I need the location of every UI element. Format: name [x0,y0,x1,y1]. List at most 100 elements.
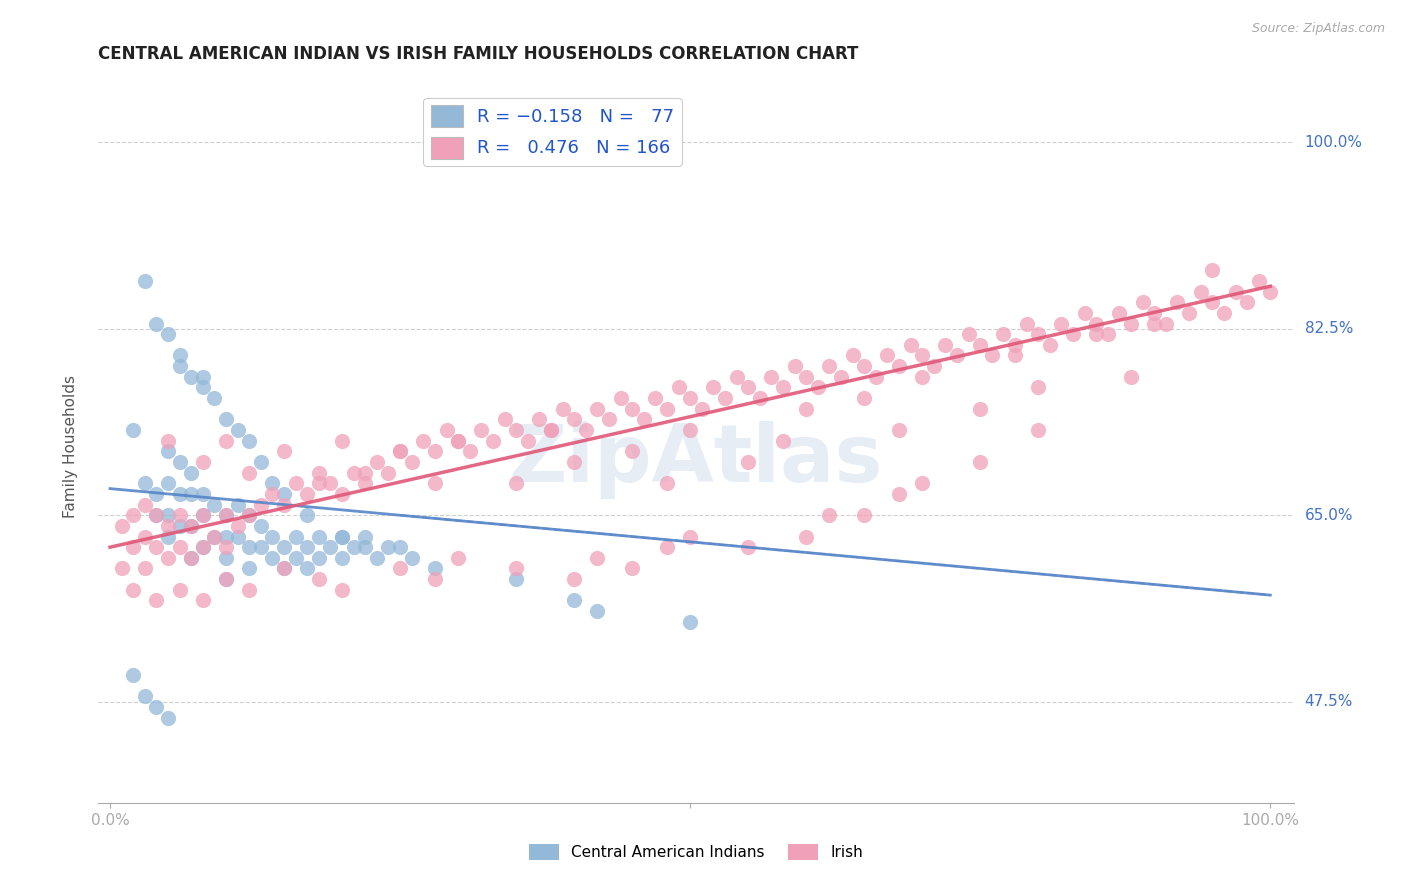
Point [609,391,631,405]
Point [1097,327,1119,342]
Point [690,401,713,416]
Point [134,529,156,543]
Point [204,529,226,543]
Point [621,401,644,416]
Point [157,508,180,523]
Point [470,423,492,437]
Point [1225,285,1247,299]
Point [505,476,527,491]
Point [169,582,191,597]
Text: CENTRAL AMERICAN INDIAN VS IRISH FAMILY HOUSEHOLDS CORRELATION CHART: CENTRAL AMERICAN INDIAN VS IRISH FAMILY … [98,45,859,62]
Legend: Central American Indians, Irish: Central American Indians, Irish [523,838,869,866]
Point [1015,317,1038,331]
Point [354,529,377,543]
Point [389,561,412,575]
Point [145,487,167,501]
Point [586,550,609,565]
Point [122,582,145,597]
Point [1154,317,1177,331]
Point [354,466,377,480]
Point [157,476,180,491]
Point [238,434,260,448]
Point [1189,285,1212,299]
Point [900,338,922,352]
Point [505,561,527,575]
Point [957,327,980,342]
Point [1178,306,1201,320]
Point [1258,285,1281,299]
Point [668,380,690,394]
Point [157,529,180,543]
Point [191,540,214,554]
Point [1062,327,1084,342]
Point [366,455,388,469]
Point [1085,327,1108,342]
Point [330,434,353,448]
Point [1039,338,1062,352]
Text: 47.5%: 47.5% [1305,694,1353,709]
Point [191,508,214,523]
Point [447,550,470,565]
Point [377,466,399,480]
Point [679,423,702,437]
Point [679,391,702,405]
Point [887,359,910,373]
Point [122,508,145,523]
Point [737,380,759,394]
Point [238,561,260,575]
Point [226,498,249,512]
Point [191,380,214,394]
Point [145,700,167,714]
Point [169,359,191,373]
Point [969,401,991,416]
Point [134,561,156,575]
Point [157,519,180,533]
Point [934,338,956,352]
Point [284,476,307,491]
Point [516,434,538,448]
Point [1026,380,1049,394]
Point [330,529,353,543]
Point [655,476,678,491]
Point [540,423,562,437]
Point [169,519,191,533]
Point [679,529,702,543]
Point [308,476,330,491]
Point [145,540,167,554]
Text: ZipAtlas: ZipAtlas [509,421,883,500]
Point [980,349,1002,363]
Point [772,434,794,448]
Point [134,274,156,288]
Point [250,540,273,554]
Point [215,540,238,554]
Point [946,349,969,363]
Point [238,540,260,554]
Point [725,369,748,384]
Point [794,369,817,384]
Point [319,476,342,491]
Point [853,391,876,405]
Point [215,572,238,586]
Point [562,455,585,469]
Point [702,380,724,394]
Point [169,487,191,501]
Point [761,369,783,384]
Point [447,434,470,448]
Point [1119,317,1142,331]
Point [226,519,249,533]
Point [238,466,260,480]
Point [169,508,191,523]
Point [191,508,214,523]
Point [215,434,238,448]
Point [145,317,167,331]
Point [180,466,202,480]
Point [389,444,412,458]
Point [482,434,505,448]
Point [436,423,458,437]
Point [783,359,806,373]
Point [876,349,898,363]
Point [191,487,214,501]
Point [494,412,516,426]
Point [621,561,644,575]
Point [284,550,307,565]
